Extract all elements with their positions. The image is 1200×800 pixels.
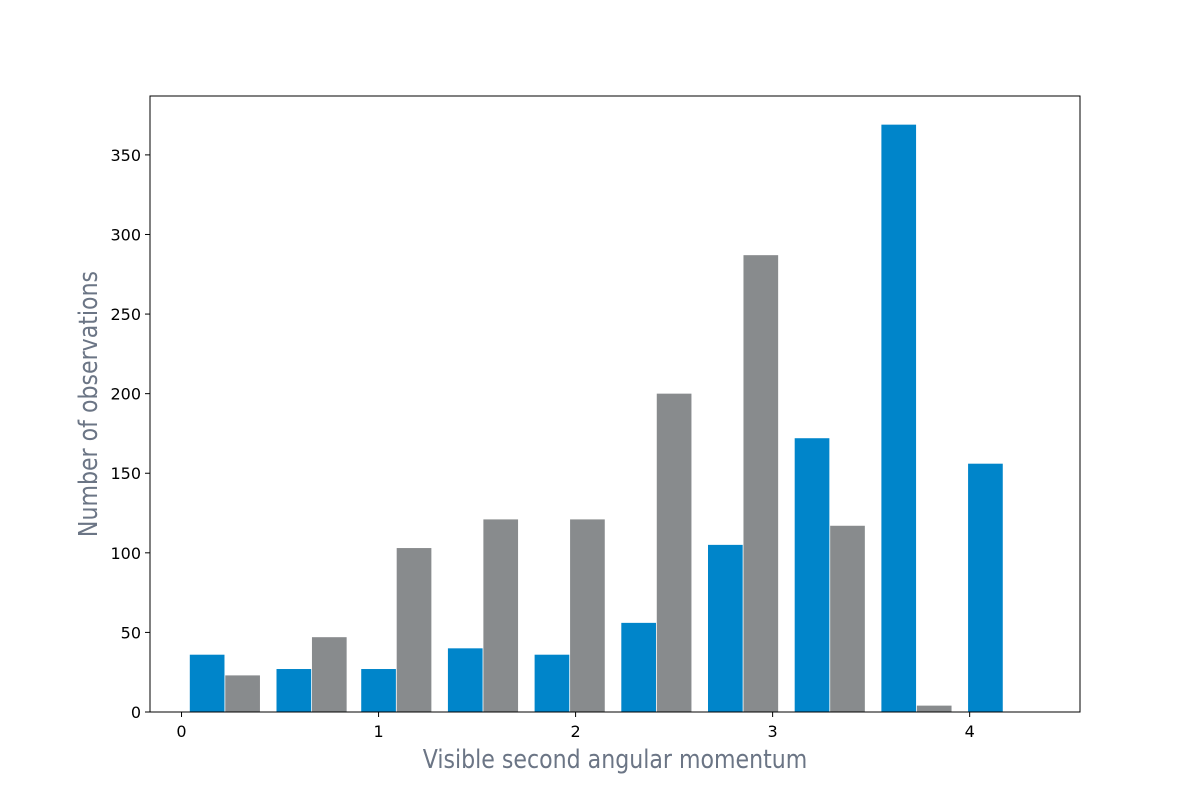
bars-layer <box>189 124 1003 713</box>
bar-series-2-9 <box>916 705 952 712</box>
y-tick-label: 200 <box>110 385 141 404</box>
y-tick-label: 250 <box>110 305 141 324</box>
x-tick-label: 0 <box>176 722 186 741</box>
bar-series-1-4 <box>447 648 483 712</box>
bar-series-1-7 <box>708 544 743 712</box>
bar-series-2-3 <box>396 548 432 712</box>
y-tick-label: 300 <box>110 225 141 244</box>
y-tick-label: 50 <box>121 623 141 642</box>
x-axis-title: Visible second angular momentum <box>423 744 808 774</box>
y-tick-label: 350 <box>110 146 141 165</box>
bar-series-1-6 <box>621 622 656 712</box>
bar-series-1-3 <box>361 669 396 712</box>
x-tick-label: 1 <box>373 722 383 741</box>
bar-series-2-7 <box>743 255 779 713</box>
bar-series-2-1 <box>225 675 260 712</box>
y-tick-label: 0 <box>131 703 141 722</box>
bar-series-2-5 <box>570 519 605 712</box>
bar-series-1-10 <box>968 463 1003 712</box>
x-tick-label: 4 <box>965 722 975 741</box>
bar-series-1-8 <box>794 438 830 712</box>
x-tick-label: 3 <box>768 722 778 741</box>
y-tick-label: 100 <box>110 544 141 563</box>
plot-frame <box>149 95 1081 713</box>
bar-series-1-1 <box>189 654 225 712</box>
bar-series-2-6 <box>656 393 692 712</box>
bar-series-1-5 <box>534 654 570 712</box>
bar-series-2-4 <box>483 519 519 712</box>
y-axis-title: Number of observations <box>73 271 103 537</box>
bar-series-2-8 <box>830 525 865 712</box>
bar-series-2-2 <box>311 637 347 712</box>
y-axis-ticks: 0 50 100 150 200 250 300 350 <box>110 146 150 722</box>
bar-series-1-2 <box>276 669 312 712</box>
bar-series-1-9 <box>881 124 917 712</box>
y-tick-label: 150 <box>110 464 141 483</box>
x-tick-label: 2 <box>570 722 580 741</box>
x-axis-ticks: 0 1 2 3 4 <box>176 712 975 741</box>
